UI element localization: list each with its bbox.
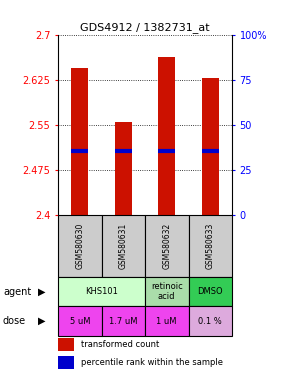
Bar — [58, 356, 74, 369]
Text: GSM580630: GSM580630 — [75, 223, 84, 269]
Text: GSM580631: GSM580631 — [119, 223, 128, 269]
Text: DMSO: DMSO — [197, 287, 223, 296]
Bar — [145, 306, 188, 336]
Bar — [58, 277, 145, 306]
Bar — [158, 58, 175, 215]
Bar — [58, 338, 74, 351]
Bar — [58, 306, 102, 336]
Text: dose: dose — [3, 316, 26, 326]
Text: GSM580633: GSM580633 — [206, 223, 215, 269]
Text: 1.7 uM: 1.7 uM — [109, 317, 137, 326]
Bar — [145, 215, 188, 277]
Bar — [188, 306, 232, 336]
Text: 1 uM: 1 uM — [157, 317, 177, 326]
Text: retinoic
acid: retinoic acid — [151, 283, 183, 301]
Text: 0.1 %: 0.1 % — [198, 317, 222, 326]
Bar — [115, 122, 132, 215]
Text: agent: agent — [3, 287, 31, 297]
Bar — [102, 215, 145, 277]
Bar — [58, 215, 102, 277]
Bar — [202, 78, 219, 215]
Bar — [102, 306, 145, 336]
Text: ▶: ▶ — [38, 316, 45, 326]
Text: KHS101: KHS101 — [85, 287, 118, 296]
Text: GSM580632: GSM580632 — [162, 223, 171, 269]
Bar — [188, 215, 232, 277]
Title: GDS4912 / 1382731_at: GDS4912 / 1382731_at — [80, 22, 210, 33]
Bar — [71, 68, 88, 215]
Bar — [188, 277, 232, 306]
Text: 5 uM: 5 uM — [70, 317, 90, 326]
Text: percentile rank within the sample: percentile rank within the sample — [81, 358, 223, 367]
Text: transformed count: transformed count — [81, 341, 159, 349]
Bar — [145, 277, 188, 306]
Text: ▶: ▶ — [38, 287, 45, 297]
